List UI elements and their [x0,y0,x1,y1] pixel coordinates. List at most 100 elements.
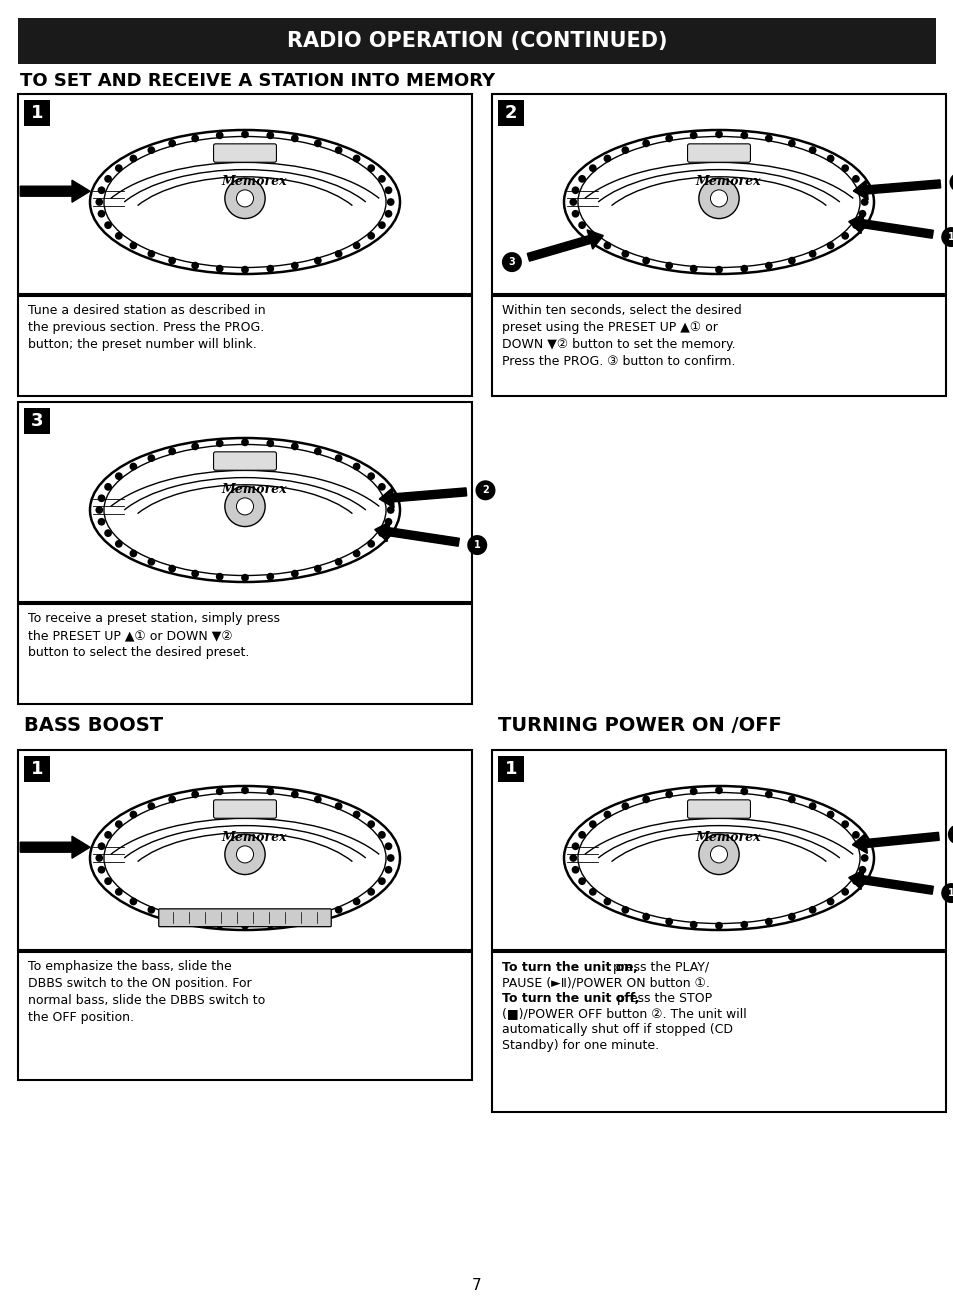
Circle shape [104,877,112,885]
Circle shape [148,454,155,462]
Circle shape [97,495,105,502]
Circle shape [353,154,360,162]
Circle shape [130,810,137,818]
Circle shape [588,821,596,829]
FancyBboxPatch shape [687,144,750,162]
Circle shape [664,791,672,799]
Ellipse shape [90,438,399,582]
Circle shape [386,198,395,206]
Circle shape [569,198,577,206]
Circle shape [266,265,274,273]
Circle shape [114,887,123,895]
FancyArrow shape [852,833,939,853]
Text: (■)/POWER OFF button ②. The unit will: (■)/POWER OFF button ②. The unit will [501,1007,746,1021]
Circle shape [384,210,392,218]
Circle shape [787,796,795,804]
Circle shape [335,146,342,154]
Circle shape [475,480,495,500]
Ellipse shape [563,786,873,930]
Circle shape [335,251,342,257]
Circle shape [588,164,596,172]
FancyArrow shape [848,869,932,894]
Circle shape [314,912,321,920]
Text: 3: 3 [508,257,515,268]
Circle shape [192,262,199,269]
Circle shape [808,251,816,257]
Circle shape [715,921,722,929]
Circle shape [764,917,772,925]
Circle shape [168,796,176,804]
Circle shape [787,257,795,265]
Text: Standby) for one minute.: Standby) for one minute. [501,1039,659,1052]
Circle shape [192,134,199,142]
Circle shape [569,855,577,861]
Circle shape [367,540,375,548]
FancyBboxPatch shape [213,800,276,818]
Bar [24,756,50,782]
FancyArrow shape [848,214,932,239]
Bar [18,953,472,1081]
Text: To turn the unit on,: To turn the unit on, [501,960,638,974]
Bar [492,953,945,1112]
Circle shape [104,222,112,228]
Circle shape [335,906,342,914]
Circle shape [588,887,596,895]
FancyArrow shape [20,180,90,202]
Circle shape [241,266,249,274]
Circle shape [826,810,834,818]
Circle shape [941,227,953,247]
Circle shape [114,232,123,240]
Circle shape [192,442,199,450]
Circle shape [95,855,103,861]
Text: automatically shut off if stopped (CD: automatically shut off if stopped (CD [501,1023,732,1036]
Text: PAUSE (►Ⅱ)/POWER ON button ①.: PAUSE (►Ⅱ)/POWER ON button ①. [501,976,709,989]
Circle shape [241,574,249,582]
Circle shape [740,921,747,929]
Text: Memorex: Memorex [221,831,287,844]
Text: press the STOP: press the STOP [613,992,711,1005]
Circle shape [266,921,274,929]
Circle shape [386,855,395,861]
Circle shape [95,506,103,514]
Circle shape [192,791,199,799]
Circle shape [467,535,487,555]
Circle shape [148,906,155,914]
Circle shape [114,472,123,480]
Circle shape [501,252,521,273]
Circle shape [826,154,834,162]
Circle shape [603,241,611,249]
Circle shape [941,883,953,903]
Circle shape [858,187,865,194]
Circle shape [353,241,360,249]
Circle shape [578,831,585,839]
Circle shape [291,442,298,450]
Circle shape [130,462,137,470]
FancyArrow shape [379,488,466,508]
FancyBboxPatch shape [213,144,276,162]
Circle shape [384,867,392,873]
Circle shape [764,791,772,799]
Text: 1: 1 [504,760,517,778]
Circle shape [808,906,816,914]
Circle shape [225,834,265,874]
Circle shape [603,154,611,162]
Ellipse shape [563,130,873,274]
Circle shape [335,803,342,810]
Text: 3: 3 [30,412,43,431]
Circle shape [571,187,578,194]
Text: BASS BOOST: BASS BOOST [24,716,163,735]
Circle shape [764,134,772,142]
Circle shape [215,265,223,273]
Circle shape [266,440,274,448]
Circle shape [291,570,298,578]
Circle shape [858,867,865,873]
Text: 1: 1 [947,887,953,898]
Circle shape [740,132,747,140]
Circle shape [740,265,747,273]
Circle shape [168,448,176,455]
Circle shape [291,791,298,799]
Circle shape [841,164,848,172]
Circle shape [97,210,105,218]
Circle shape [620,906,629,914]
Circle shape [314,796,321,804]
